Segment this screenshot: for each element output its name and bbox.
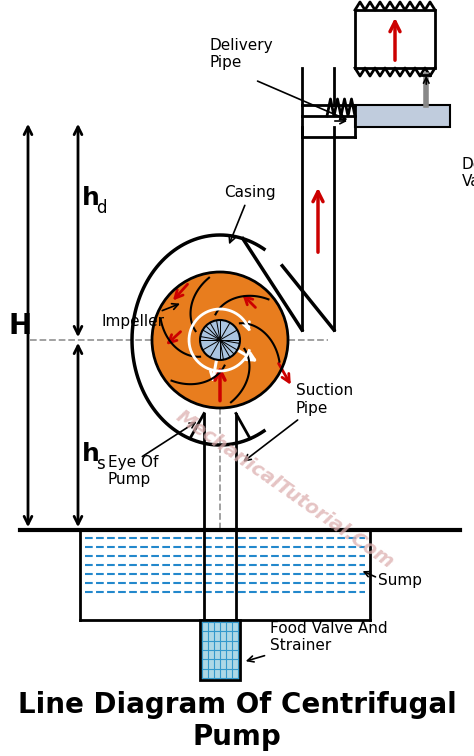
Text: Eye Of
Pump: Eye Of Pump <box>108 455 158 488</box>
Circle shape <box>152 272 288 408</box>
Bar <box>355 10 435 68</box>
Text: Line Diagram Of Centrifugal
Pump: Line Diagram Of Centrifugal Pump <box>18 691 456 751</box>
Text: s: s <box>96 455 105 473</box>
Text: Casing: Casing <box>224 185 276 243</box>
Text: Delivery
Pipe: Delivery Pipe <box>210 38 273 70</box>
Text: h: h <box>82 186 100 209</box>
Text: Suction
Pipe: Suction Pipe <box>245 383 353 460</box>
Text: Impeller: Impeller <box>102 304 178 330</box>
Circle shape <box>200 320 240 360</box>
Text: MechanicalTutorial.Com: MechanicalTutorial.Com <box>173 407 398 573</box>
Text: Delivery
Valve: Delivery Valve <box>462 157 474 190</box>
Bar <box>355 105 450 127</box>
Text: d: d <box>96 199 107 217</box>
Text: h: h <box>82 442 100 466</box>
Text: Food Valve And
Strainer: Food Valve And Strainer <box>247 621 388 662</box>
Text: H: H <box>9 311 32 339</box>
Text: Sump: Sump <box>378 572 422 587</box>
Bar <box>200 620 240 680</box>
